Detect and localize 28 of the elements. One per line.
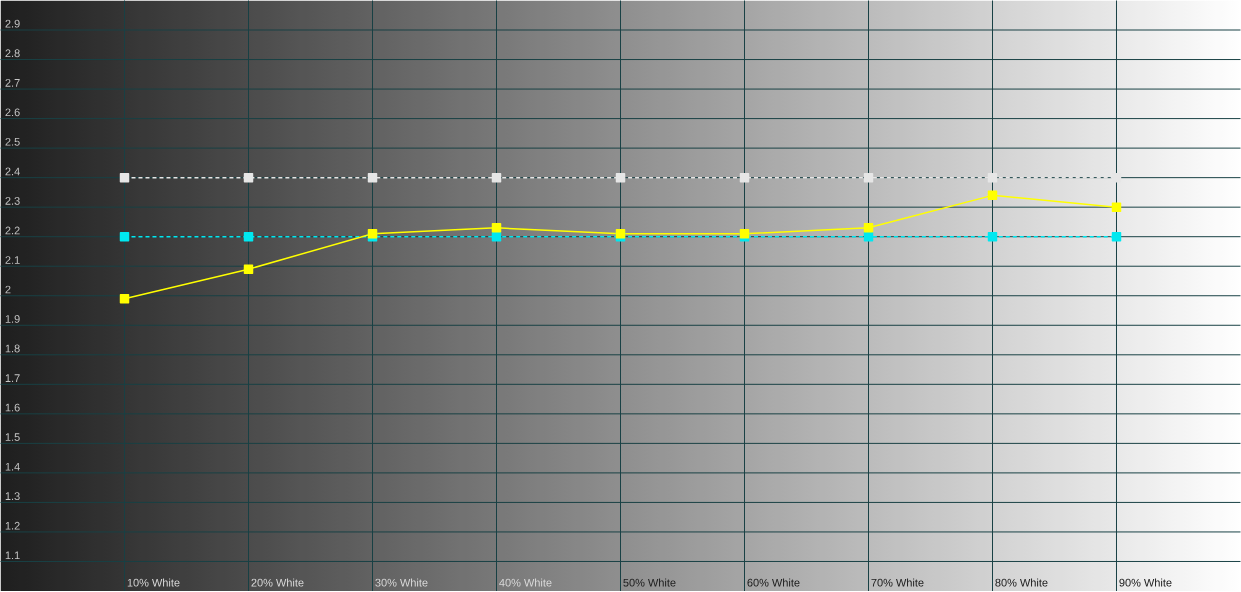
x-tick-label: 30% White [375, 578, 428, 587]
x-tick-label: 70% White [871, 578, 924, 587]
y-tick-label: 1.6 [5, 403, 20, 412]
y-tick-label: 2.3 [5, 197, 20, 206]
y-tick-label: 2 [5, 285, 11, 294]
x-tick-label: 90% White [1119, 578, 1172, 587]
y-tick-label: 2.6 [5, 108, 20, 117]
y-tick-label: 1.9 [5, 315, 20, 324]
x-tick-label: 60% White [747, 578, 800, 587]
y-tick-label: 2.5 [5, 138, 20, 146]
y-tick-label: 2.8 [5, 49, 20, 58]
y-tick-label: 1.8 [5, 344, 20, 353]
x-tick-label: 10% White [127, 578, 180, 587]
y-tick-label: 1.4 [5, 463, 20, 471]
y-tick-label: 1.2 [5, 522, 20, 530]
y-tick-label: 2.2 [5, 226, 20, 235]
y-tick-label: 1.1 [5, 551, 20, 560]
y-tick-label: 1.3 [5, 492, 20, 501]
x-tick-label: 20% White [251, 578, 304, 587]
y-tick-label: 2.9 [5, 20, 20, 28]
x-tick-label: 40% White [499, 578, 552, 587]
y-tick-label: 1.5 [5, 433, 20, 442]
y-tick-label: 1.7 [5, 374, 20, 383]
x-tick-label: 50% White [623, 578, 676, 587]
y-tick-label: 2.7 [5, 79, 20, 87]
y-tick-label: 2.4 [5, 167, 20, 176]
x-tick-label: 80% White [995, 578, 1048, 587]
y-tick-label: 2.1 [5, 256, 20, 265]
